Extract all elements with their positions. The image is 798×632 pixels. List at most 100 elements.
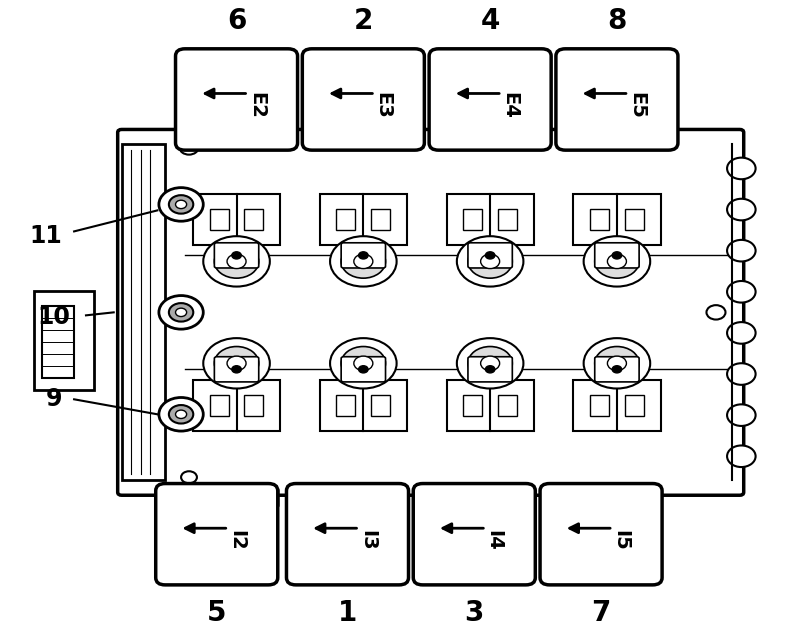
FancyBboxPatch shape: [176, 49, 298, 150]
Circle shape: [727, 198, 756, 221]
FancyBboxPatch shape: [320, 380, 407, 431]
Text: E4: E4: [500, 92, 519, 119]
FancyBboxPatch shape: [193, 194, 280, 245]
FancyBboxPatch shape: [540, 483, 662, 585]
Circle shape: [215, 245, 259, 278]
FancyBboxPatch shape: [447, 380, 534, 431]
Circle shape: [727, 157, 756, 179]
Circle shape: [176, 410, 187, 418]
Circle shape: [354, 356, 373, 370]
Bar: [210, 209, 228, 230]
FancyBboxPatch shape: [468, 243, 512, 268]
FancyBboxPatch shape: [342, 243, 385, 268]
FancyBboxPatch shape: [468, 356, 512, 382]
Circle shape: [159, 296, 203, 329]
Bar: [244, 209, 263, 230]
Bar: [625, 209, 644, 230]
FancyBboxPatch shape: [556, 49, 678, 150]
Bar: [463, 394, 482, 416]
Bar: [42, 307, 74, 379]
Circle shape: [180, 140, 199, 155]
Circle shape: [727, 363, 756, 385]
Text: 5: 5: [207, 599, 227, 627]
Circle shape: [727, 446, 756, 467]
Bar: [463, 209, 482, 230]
Text: I2: I2: [227, 530, 246, 550]
FancyBboxPatch shape: [322, 489, 405, 507]
Text: 2: 2: [354, 7, 373, 35]
Bar: [244, 394, 263, 416]
Text: 4: 4: [480, 7, 500, 35]
Circle shape: [456, 236, 523, 286]
Circle shape: [159, 398, 203, 431]
Circle shape: [727, 240, 756, 262]
Circle shape: [342, 245, 385, 278]
Circle shape: [583, 338, 650, 389]
Circle shape: [583, 236, 650, 286]
FancyBboxPatch shape: [215, 243, 259, 268]
Text: E2: E2: [247, 92, 266, 119]
Bar: [121, 145, 165, 480]
Bar: [337, 209, 355, 230]
FancyBboxPatch shape: [575, 119, 659, 137]
Circle shape: [169, 405, 193, 423]
Circle shape: [159, 188, 203, 221]
Circle shape: [176, 200, 187, 209]
Bar: [625, 394, 644, 416]
FancyBboxPatch shape: [595, 356, 639, 382]
Text: 8: 8: [607, 7, 626, 35]
Circle shape: [456, 338, 523, 389]
Circle shape: [485, 366, 495, 373]
Circle shape: [354, 254, 373, 269]
FancyBboxPatch shape: [195, 119, 279, 137]
Bar: [590, 209, 609, 230]
FancyBboxPatch shape: [429, 49, 551, 150]
Circle shape: [727, 404, 756, 426]
Circle shape: [607, 356, 626, 370]
Circle shape: [480, 254, 500, 269]
Circle shape: [727, 322, 756, 344]
FancyBboxPatch shape: [117, 130, 744, 495]
FancyBboxPatch shape: [156, 483, 278, 585]
Circle shape: [468, 346, 512, 380]
Text: 3: 3: [464, 599, 484, 627]
Circle shape: [612, 366, 622, 373]
Circle shape: [169, 303, 193, 322]
Bar: [371, 209, 390, 230]
Text: 11: 11: [30, 224, 62, 248]
Circle shape: [203, 338, 270, 389]
Text: 6: 6: [227, 7, 247, 35]
FancyBboxPatch shape: [575, 489, 659, 507]
FancyBboxPatch shape: [573, 194, 661, 245]
Circle shape: [595, 346, 639, 380]
Circle shape: [169, 195, 193, 214]
Bar: [590, 394, 609, 416]
Text: I3: I3: [358, 530, 377, 550]
Circle shape: [358, 252, 368, 259]
FancyBboxPatch shape: [342, 356, 385, 382]
Bar: [498, 209, 517, 230]
Circle shape: [595, 245, 639, 278]
Text: E3: E3: [373, 92, 393, 119]
FancyBboxPatch shape: [302, 49, 425, 150]
FancyBboxPatch shape: [286, 483, 409, 585]
Circle shape: [227, 254, 246, 269]
Circle shape: [231, 252, 241, 259]
Circle shape: [231, 366, 241, 373]
Text: 9: 9: [45, 387, 62, 411]
Circle shape: [181, 471, 197, 483]
FancyBboxPatch shape: [447, 194, 534, 245]
Circle shape: [706, 305, 725, 320]
Circle shape: [176, 308, 187, 317]
Circle shape: [727, 281, 756, 303]
FancyBboxPatch shape: [195, 489, 279, 507]
Circle shape: [330, 338, 397, 389]
Circle shape: [358, 366, 368, 373]
Circle shape: [468, 245, 512, 278]
Bar: [371, 394, 390, 416]
Circle shape: [203, 236, 270, 286]
Circle shape: [342, 346, 385, 380]
FancyBboxPatch shape: [595, 243, 639, 268]
Circle shape: [330, 236, 397, 286]
Text: I5: I5: [611, 530, 630, 550]
